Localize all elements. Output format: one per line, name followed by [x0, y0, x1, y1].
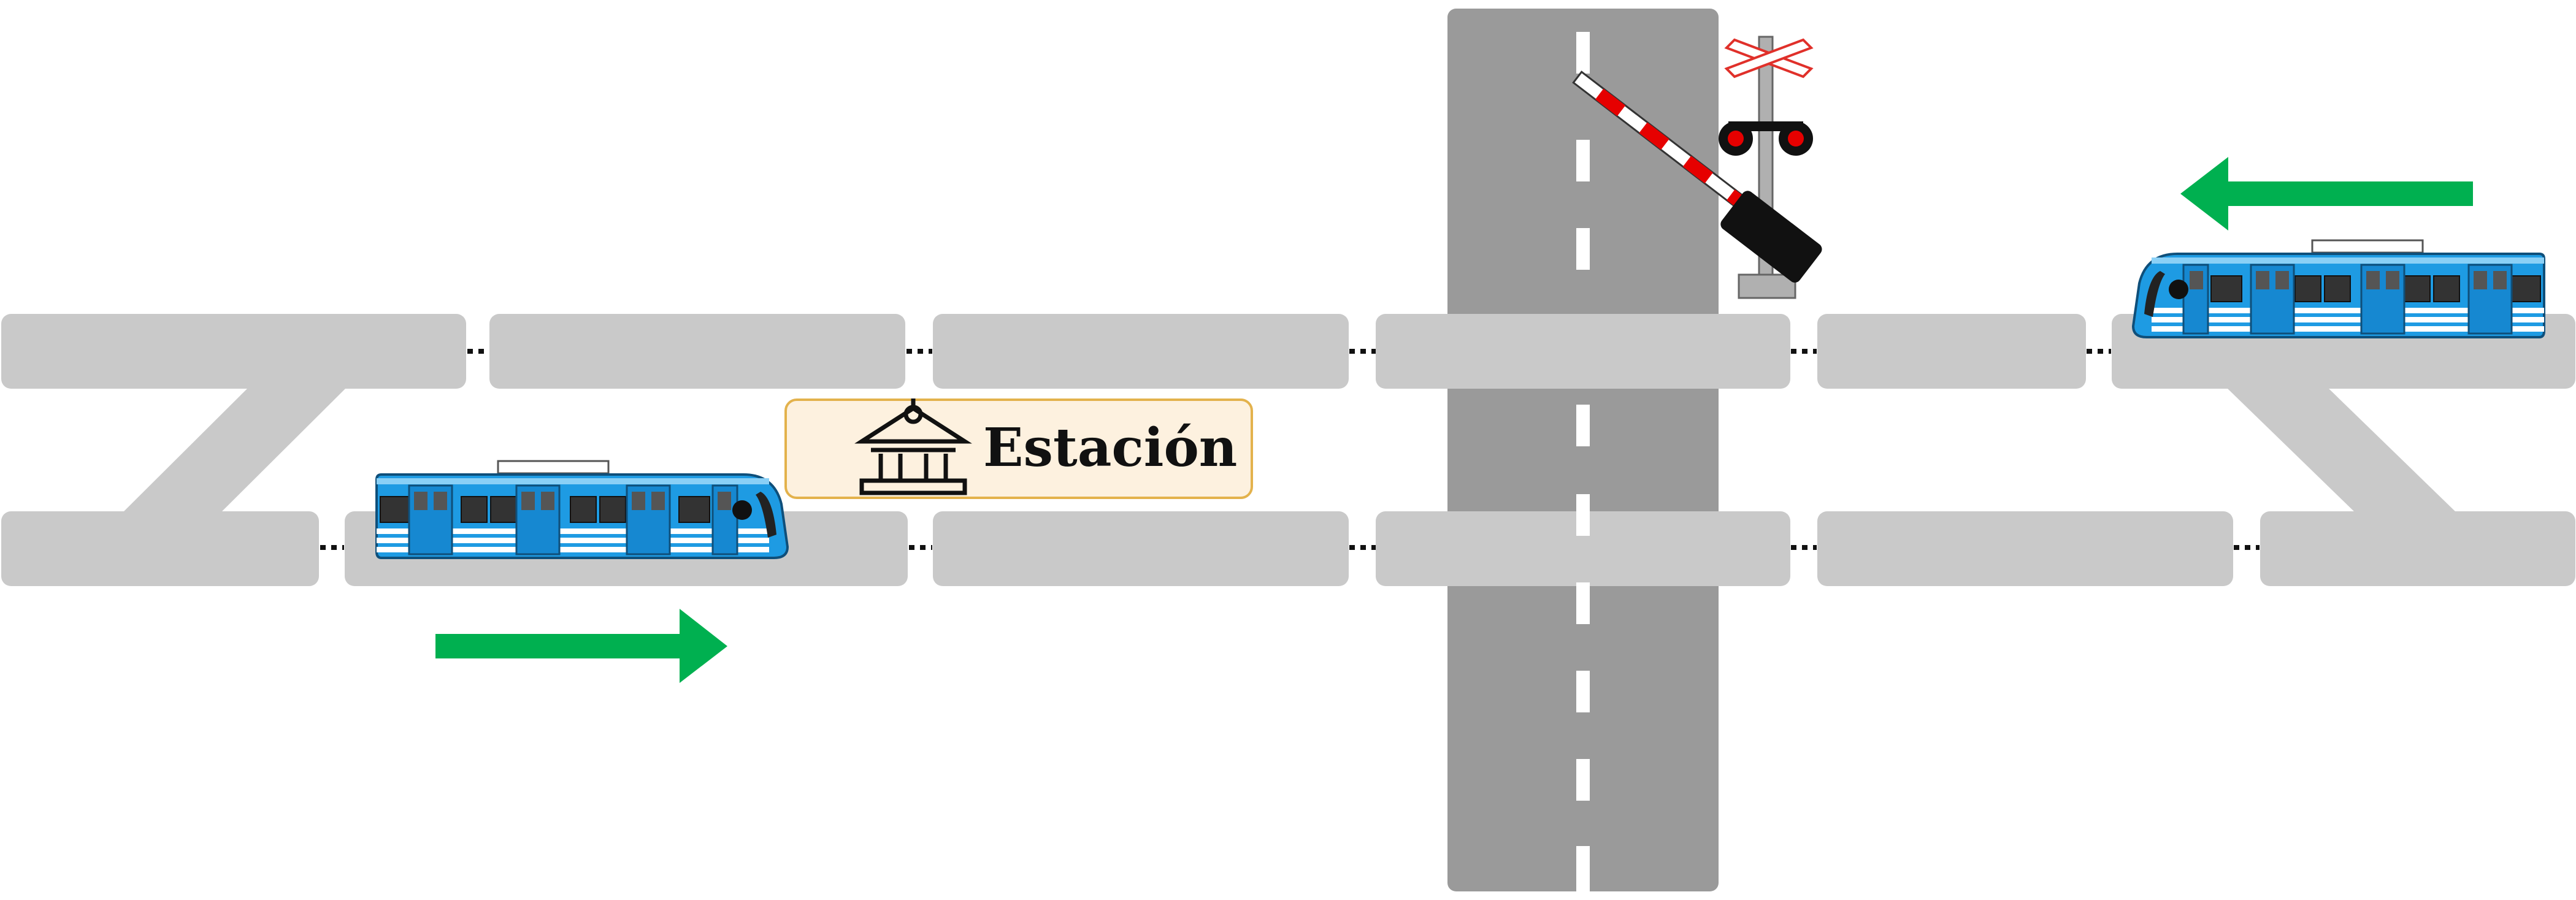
track-joints — [320, 349, 2260, 550]
track-segment — [933, 314, 1349, 389]
arrow-right-icon — [435, 609, 727, 683]
crossing-barrier — [1572, 71, 1822, 283]
track-diagonal-left — [123, 387, 347, 513]
train-eastbound — [375, 460, 789, 559]
crossbuck-sign — [1724, 38, 1814, 78]
road-center-line — [1576, 32, 1590, 891]
track-segment — [1, 511, 319, 586]
upper-track — [1, 314, 2575, 389]
track-segment — [1817, 314, 2086, 389]
station-label: Estación — [983, 417, 1237, 479]
arrow-left-icon — [2180, 157, 2473, 231]
track-segment — [489, 314, 905, 389]
track-segment — [1817, 511, 2233, 586]
road — [1447, 9, 1719, 891]
track-segment — [933, 511, 1349, 586]
station-building-icon — [854, 399, 972, 495]
track-segment — [1, 314, 466, 389]
track-segment-crossing-upper — [1376, 314, 1790, 389]
train-westbound — [2132, 239, 2545, 338]
track-segment — [2260, 511, 2575, 586]
track-diagonal-right — [2226, 387, 2456, 513]
track-segment-crossing-lower — [1376, 511, 1790, 586]
station-sign: Estación — [784, 399, 1253, 499]
